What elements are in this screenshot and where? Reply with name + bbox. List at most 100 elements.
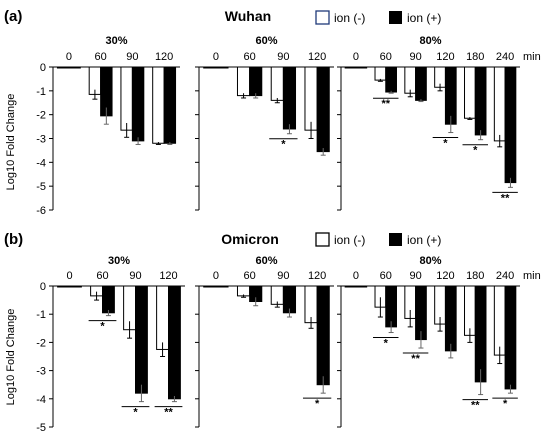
- group-label-b: 80%: [419, 255, 441, 267]
- category-label-b: 90: [277, 270, 289, 282]
- category-label-b: 120: [159, 270, 177, 282]
- significance-marker-b: **: [411, 353, 420, 365]
- bar-a-ion-plus: [415, 66, 427, 101]
- significance-marker-a: *: [281, 139, 286, 151]
- plot-layer: 0 -1 -2 -3 -4 -5 -6 30% 0 60 90 120 60% 0 60 90 * 120 80% 0…: [36, 35, 541, 434]
- bar-b-ion-plus: [355, 285, 368, 288]
- significance-marker-a: *: [473, 145, 478, 157]
- category-label-a: 0: [353, 51, 359, 63]
- panel-title-a: Wuhan: [225, 8, 271, 24]
- category-label-a: 0: [213, 51, 219, 63]
- category-label-b: 60: [380, 270, 392, 282]
- y-tick-label-a: -1: [36, 86, 46, 98]
- category-label-b: 0: [353, 270, 359, 282]
- bar-a-ion-plus: [355, 66, 368, 69]
- y-tick-label-b: -3: [36, 366, 46, 378]
- y-axis-title-a: Log10 Fold Change: [5, 94, 17, 191]
- bar-b-ion-minus: [464, 285, 476, 336]
- bar-a-ion-minus: [493, 66, 506, 142]
- legend-swatch-b-ion-plus: [389, 233, 402, 246]
- group-label-b: 30%: [108, 255, 130, 267]
- bar-b-ion-plus: [385, 285, 397, 328]
- bar-b-ion-plus: [69, 285, 82, 288]
- y-tick-label-a: -5: [36, 181, 46, 193]
- bar-b-ion-minus: [344, 285, 357, 288]
- group-label-b: 60%: [255, 255, 277, 267]
- y-tick-label-b: 0: [40, 281, 46, 293]
- category-label-b: 240: [496, 270, 514, 282]
- category-label-a: 0: [66, 51, 72, 63]
- bar-a-ion-minus: [56, 66, 70, 69]
- bar-a-ion-minus: [203, 66, 217, 69]
- panel-label-a: (a): [4, 8, 22, 25]
- y-tick-label-b: -5: [36, 422, 46, 434]
- panel-title-b: Omicron: [221, 231, 279, 247]
- significance-marker-b: **: [164, 407, 173, 419]
- bar-a-ion-minus: [270, 66, 284, 101]
- bar-a-ion-minus: [152, 66, 165, 144]
- bar-a-ion-minus: [304, 66, 318, 131]
- significance-marker-a: *: [443, 138, 448, 150]
- bar-a-ion-minus: [236, 66, 251, 97]
- bar-a-ion-plus: [163, 66, 177, 144]
- y-tick-label-a: -2: [36, 110, 46, 122]
- bar-a-ion-minus: [404, 66, 417, 94]
- panel-label-b: (b): [4, 231, 23, 248]
- y-tick-label-a: -4: [36, 157, 46, 169]
- bar-b-ion-plus: [135, 285, 148, 394]
- category-label-b: 60: [96, 270, 108, 282]
- significance-marker-b: *: [384, 338, 389, 350]
- category-label-a: 90: [277, 51, 289, 63]
- legend-label-b-ion-minus: ion (-): [334, 233, 365, 247]
- bar-a-ion-minus: [374, 66, 387, 81]
- category-label-a: 60: [244, 51, 256, 63]
- category-label-a: 120: [155, 51, 173, 63]
- category-label-b: 0: [66, 270, 72, 282]
- category-label-b: 90: [409, 270, 421, 282]
- category-label-a: 180: [466, 51, 484, 63]
- bar-a-ion-plus: [474, 66, 487, 136]
- legend-swatch-a-ion-plus: [389, 11, 402, 24]
- significance-marker-a: **: [381, 98, 390, 110]
- category-label-a: 240: [496, 51, 514, 63]
- x-unit-label-b: min: [523, 270, 541, 282]
- legend-swatch-a-ion-minus: [315, 10, 330, 25]
- bar-a-ion-plus: [316, 66, 330, 153]
- category-label-a: 120: [308, 51, 326, 63]
- bar-b-ion-plus: [215, 285, 229, 288]
- y-tick-label-a: -6: [36, 205, 46, 217]
- significance-marker-b: *: [133, 407, 138, 419]
- legend-label-b-ion-plus: ion (+): [407, 233, 441, 247]
- bar-b-ion-minus: [493, 285, 506, 356]
- category-label-b: 60: [244, 270, 256, 282]
- group-label-a: 60%: [255, 35, 277, 47]
- category-label-a: 120: [436, 51, 454, 63]
- legend-label-a-ion-minus: ion (-): [334, 11, 365, 25]
- bar-a-ion-plus: [444, 66, 457, 125]
- bar-b-ion-minus: [203, 285, 217, 288]
- bar-a-ion-plus: [504, 66, 517, 184]
- category-label-a: 60: [380, 51, 392, 63]
- bar-b-ion-plus: [316, 285, 330, 386]
- y-tick-label-a: 0: [40, 62, 46, 74]
- category-label-a: 60: [95, 51, 107, 63]
- bar-a-ion-plus: [215, 66, 229, 69]
- group-label-a: 30%: [105, 35, 127, 47]
- category-label-b: 0: [213, 270, 219, 282]
- group-label-a: 80%: [419, 35, 441, 47]
- category-label-a: 90: [409, 51, 421, 63]
- bar-b-ion-minus: [57, 285, 70, 288]
- bar-a-ion-plus: [249, 66, 263, 97]
- significance-marker-b: **: [471, 400, 480, 412]
- bar-a-ion-minus: [120, 66, 133, 131]
- y-axis-title-b: Log10 Fold Change: [5, 309, 17, 406]
- x-unit-label-a: min: [523, 51, 541, 63]
- category-label-b: 120: [436, 270, 454, 282]
- significance-marker-b: *: [503, 398, 508, 410]
- y-tick-label-a: -3: [36, 134, 46, 146]
- significance-marker-b: *: [315, 398, 320, 410]
- significance-marker-b: *: [100, 321, 105, 333]
- bar-a-ion-plus: [68, 66, 81, 69]
- bar-b-ion-plus: [474, 285, 487, 383]
